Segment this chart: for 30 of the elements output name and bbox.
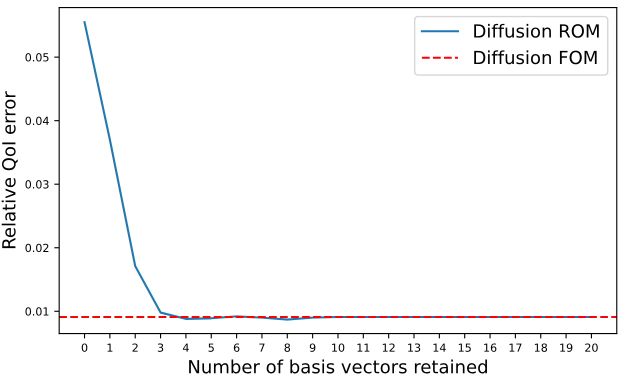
x-tick-label: 18 (534, 343, 548, 352)
x-tick-label: 20 (585, 343, 598, 352)
y-axis-title: Relative QoI error (2, 91, 18, 248)
x-tick-label: 7 (259, 344, 265, 352)
y-tick-label: 0.02 (25, 244, 48, 252)
y-tick-label: 0.03 (25, 180, 49, 189)
x-tick-label: 9 (310, 343, 316, 352)
x-tick-label: 11 (357, 344, 370, 352)
legend-label: Diffusion FOM (474, 50, 597, 64)
x-tick-label: 3 (158, 343, 164, 352)
x-tick-label: 17 (510, 344, 522, 352)
y-tick-label: 0.05 (25, 53, 48, 62)
x-tick-label: 15 (458, 344, 471, 352)
x-tick-label: 10 (332, 343, 344, 352)
x-tick-label: 8 (284, 343, 290, 352)
x-tick-label: 14 (434, 344, 446, 352)
x-tick-label: 12 (382, 343, 395, 352)
legend-label: Diffusion ROM (474, 24, 599, 38)
y-tick-label: 0.04 (25, 116, 49, 126)
x-tick-label: 13 (408, 343, 420, 352)
x-tick-label: 1 (108, 344, 112, 352)
x-axis-title: Number of basis vectors retained (189, 360, 487, 374)
x-tick-label: 16 (484, 343, 496, 352)
x-tick-label: 2 (132, 343, 138, 352)
x-tick-label: 6 (234, 343, 240, 352)
x-tick-label: 19 (560, 343, 572, 352)
x-tick-label: 0 (82, 343, 88, 352)
x-tick-label: 5 (208, 344, 214, 352)
x-tick-label: 4 (182, 344, 189, 352)
y-tick-label: 0.01 (25, 307, 48, 316)
